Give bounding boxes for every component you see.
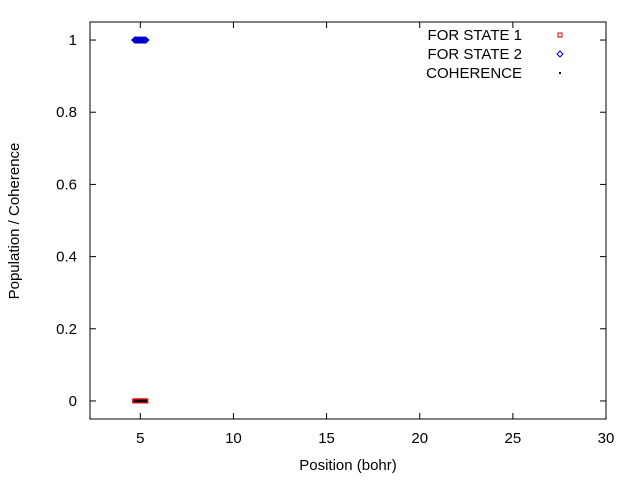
x-axis-ticks: 5 10 15 20 25 30 [136, 22, 614, 447]
data-marks [131, 36, 150, 404]
x-tick-label: 30 [598, 430, 615, 447]
x-tick-label: 5 [136, 430, 144, 447]
x-axis-label: Position (bohr) [299, 457, 397, 474]
legend-label: FOR STATE 1 [428, 27, 522, 44]
data-point [139, 36, 147, 44]
x-tick-label: 15 [318, 430, 335, 447]
legend-label: FOR STATE 2 [428, 46, 522, 63]
x-tick-label: 20 [411, 430, 428, 447]
y-tick-label: 0.2 [56, 321, 77, 338]
legend-label: COHERENCE [426, 65, 522, 82]
x-tick-label: 25 [505, 430, 522, 447]
y-tick-label: 0.8 [56, 104, 77, 121]
y-tick-label: 0 [69, 393, 77, 410]
x-tick-label: 10 [225, 430, 242, 447]
data-point [141, 36, 149, 44]
y-tick-label: 0.4 [56, 249, 77, 266]
legend-marker [556, 50, 564, 58]
data-point [142, 36, 150, 44]
y-axis-ticks: 0 0.2 0.4 0.6 0.8 1 [56, 32, 606, 410]
plot-frame [89, 21, 607, 420]
y-tick-label: 0.6 [56, 176, 77, 193]
data-point [140, 36, 148, 44]
legend-marker [559, 72, 561, 74]
legend: FOR STATE 1 FOR STATE 2 COHERENCE [426, 27, 564, 82]
y-tick-label: 1 [69, 32, 77, 49]
legend-marker [557, 32, 563, 38]
y-axis-label: Population / Coherence [6, 143, 23, 300]
data-point [144, 399, 147, 402]
